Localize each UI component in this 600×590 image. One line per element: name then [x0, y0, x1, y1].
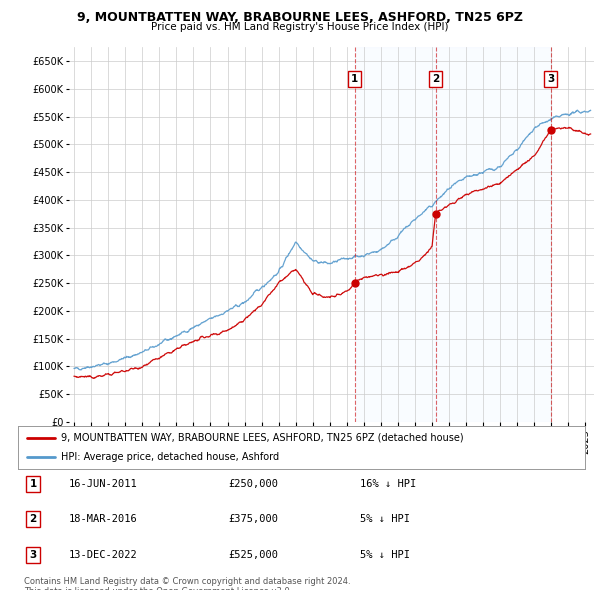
Text: 2: 2 — [432, 74, 439, 84]
Text: 3: 3 — [547, 74, 554, 84]
Text: 3: 3 — [29, 550, 37, 559]
Text: 16% ↓ HPI: 16% ↓ HPI — [360, 479, 416, 489]
Text: 2: 2 — [29, 514, 37, 524]
Text: 9, MOUNTBATTEN WAY, BRABOURNE LEES, ASHFORD, TN25 6PZ: 9, MOUNTBATTEN WAY, BRABOURNE LEES, ASHF… — [77, 11, 523, 24]
Text: HPI: Average price, detached house, Ashford: HPI: Average price, detached house, Ashf… — [61, 453, 278, 463]
Text: Contains HM Land Registry data © Crown copyright and database right 2024.
This d: Contains HM Land Registry data © Crown c… — [24, 577, 350, 590]
Text: 13-DEC-2022: 13-DEC-2022 — [69, 550, 138, 559]
Text: Price paid vs. HM Land Registry's House Price Index (HPI): Price paid vs. HM Land Registry's House … — [151, 22, 449, 32]
Bar — [436, 47, 551, 422]
Text: £525,000: £525,000 — [228, 550, 278, 559]
Text: 16-JUN-2011: 16-JUN-2011 — [69, 479, 138, 489]
Text: 5% ↓ HPI: 5% ↓ HPI — [360, 550, 410, 559]
Text: £250,000: £250,000 — [228, 479, 278, 489]
Text: £375,000: £375,000 — [228, 514, 278, 524]
Text: 5% ↓ HPI: 5% ↓ HPI — [360, 514, 410, 524]
Text: 1: 1 — [351, 74, 358, 84]
Bar — [355, 47, 436, 422]
Text: 18-MAR-2016: 18-MAR-2016 — [69, 514, 138, 524]
Text: 9, MOUNTBATTEN WAY, BRABOURNE LEES, ASHFORD, TN25 6PZ (detached house): 9, MOUNTBATTEN WAY, BRABOURNE LEES, ASHF… — [61, 432, 463, 442]
Text: 1: 1 — [29, 479, 37, 489]
